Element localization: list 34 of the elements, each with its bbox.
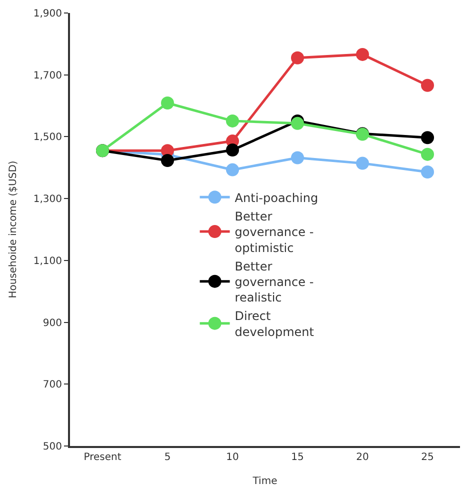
point — [421, 78, 434, 92]
x-axis-title: Time — [252, 476, 278, 487]
x-tick-label: Present — [84, 452, 122, 463]
x-tick-label: 20 — [356, 452, 369, 463]
legend-label: Better governance - optimistic — [234, 210, 314, 255]
y-tick-label: 1,900 — [33, 8, 62, 20]
y-tick-label: 500 — [42, 442, 62, 452]
y-axis-title: Househoide income ($USD) — [8, 160, 19, 298]
point — [161, 96, 174, 110]
y-tick-label: 900 — [42, 318, 62, 329]
legend-label: Anti-poaching — [234, 190, 318, 205]
legend-label: Direct development — [234, 309, 314, 339]
point — [226, 163, 239, 176]
point — [291, 151, 304, 164]
point — [356, 156, 369, 170]
point — [291, 51, 304, 64]
y-tick-label: 1,500 — [33, 132, 62, 144]
x-tick-label: 15 — [291, 452, 304, 463]
point — [291, 116, 304, 130]
y-tick-label: 1,100 — [33, 256, 62, 267]
point — [226, 144, 239, 157]
y-tick-label: 1,300 — [33, 194, 62, 206]
y-tick-label: 700 — [42, 380, 62, 391]
x-tick-label: 25 — [421, 452, 434, 463]
point — [356, 48, 369, 61]
x-tick-label: 10 — [226, 452, 239, 463]
point — [421, 148, 434, 161]
point — [421, 165, 434, 178]
point — [161, 154, 174, 168]
x-tick-label: 5 — [164, 452, 171, 463]
point — [226, 114, 239, 128]
legend-label: Better governance - realistic — [234, 259, 314, 305]
point — [421, 131, 434, 144]
y-tick-label: 1,700 — [33, 70, 62, 82]
